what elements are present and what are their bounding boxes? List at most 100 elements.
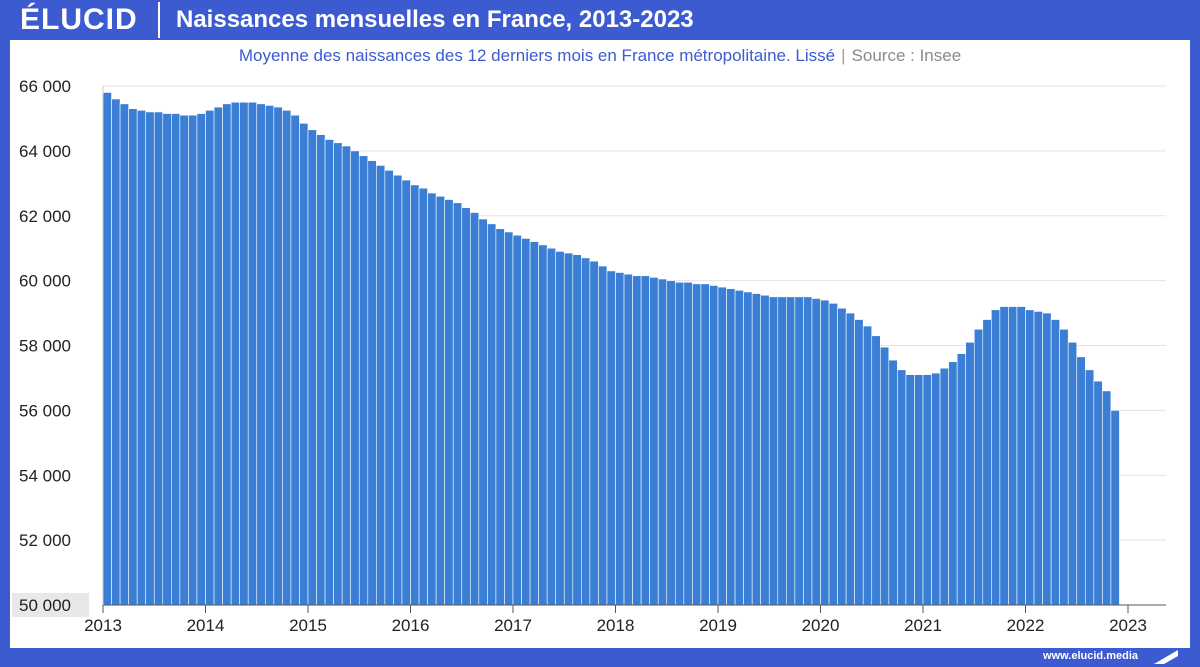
bar xyxy=(102,92,112,606)
bar xyxy=(820,299,830,606)
bar xyxy=(444,199,454,606)
bar xyxy=(1084,369,1095,606)
bar xyxy=(504,231,514,606)
bar xyxy=(222,103,232,606)
bar xyxy=(1102,390,1112,606)
y-tick-label: 50 000 xyxy=(19,596,71,615)
bar xyxy=(777,296,787,606)
bar xyxy=(615,272,625,606)
bar xyxy=(230,101,240,606)
y-tick-label: 60 000 xyxy=(19,272,71,291)
bar xyxy=(956,353,967,606)
bar xyxy=(529,241,539,606)
bar xyxy=(538,244,548,606)
bar xyxy=(1067,341,1078,606)
bar xyxy=(350,150,360,606)
bar xyxy=(623,273,633,606)
chart-subtitle: Moyenne des naissances des 12 derniers m… xyxy=(0,46,1200,66)
bar xyxy=(171,113,181,606)
bar xyxy=(1110,410,1120,606)
bar xyxy=(700,283,710,606)
bar xyxy=(136,110,147,606)
subtitle-text: Moyenne des naissances des 12 derniers m… xyxy=(238,46,836,65)
y-tick-highlight xyxy=(12,593,89,617)
y-tick-label: 66 000 xyxy=(19,77,71,96)
bar xyxy=(162,113,172,606)
bar xyxy=(239,101,249,606)
bar xyxy=(299,123,309,606)
x-tick-label: 2018 xyxy=(597,616,635,635)
bar xyxy=(1008,306,1018,606)
bar xyxy=(1050,319,1060,606)
bar xyxy=(264,105,275,606)
bar xyxy=(794,296,804,606)
bar xyxy=(1016,306,1026,606)
bar xyxy=(709,285,719,606)
bar xyxy=(1093,380,1103,606)
bar xyxy=(307,129,317,606)
bar xyxy=(145,111,155,606)
bar xyxy=(367,160,377,606)
bar xyxy=(598,265,608,606)
y-tick-label: 58 000 xyxy=(19,337,71,356)
bar xyxy=(879,346,890,606)
footer-url[interactable]: www.elucid.media xyxy=(1043,650,1138,662)
bar xyxy=(760,294,770,606)
bar xyxy=(734,290,744,606)
bar xyxy=(991,309,1001,606)
bar xyxy=(726,288,736,606)
bar xyxy=(948,361,958,606)
y-tick-label: 62 000 xyxy=(19,207,71,226)
bar xyxy=(418,187,428,606)
bar xyxy=(811,298,821,606)
bar xyxy=(461,207,471,606)
bar xyxy=(546,247,557,606)
bar xyxy=(973,328,984,606)
y-tick-label: 64 000 xyxy=(19,142,71,161)
bar xyxy=(931,372,941,606)
x-tick-label: 2019 xyxy=(699,616,737,635)
bar xyxy=(196,113,206,606)
bar xyxy=(768,296,779,606)
flag-icon xyxy=(1154,650,1178,664)
bar xyxy=(640,275,650,606)
bar xyxy=(316,134,326,606)
bar xyxy=(854,319,864,606)
bar xyxy=(555,251,565,606)
y-tick-label: 52 000 xyxy=(19,531,71,550)
bar xyxy=(119,103,129,606)
bar xyxy=(657,278,668,606)
bar xyxy=(1059,328,1069,606)
bar xyxy=(188,114,198,606)
bar xyxy=(128,108,138,606)
subtitle-separator: | xyxy=(841,46,846,65)
bar xyxy=(828,303,838,606)
bar xyxy=(384,170,394,606)
chart-title: Naissances mensuelles en France, 2013-20… xyxy=(176,6,694,33)
bar xyxy=(256,103,266,606)
bar xyxy=(469,212,480,606)
bar xyxy=(452,202,463,606)
bar xyxy=(888,359,898,606)
x-tick-label: 2017 xyxy=(494,616,532,635)
x-tick-label: 2020 xyxy=(802,616,840,635)
bar xyxy=(862,325,873,606)
bar xyxy=(521,238,531,606)
source-label: Source : Insee xyxy=(851,46,962,65)
x-tick-label: 2014 xyxy=(187,616,225,635)
bar xyxy=(358,155,369,606)
bar xyxy=(743,291,753,606)
bar xyxy=(649,277,659,606)
bar xyxy=(581,257,591,606)
x-tick-label: 2016 xyxy=(392,616,430,635)
bar xyxy=(982,319,992,606)
bar xyxy=(487,223,497,606)
y-tick-label: 54 000 xyxy=(19,466,71,485)
x-tick-label: 2021 xyxy=(904,616,942,635)
header-bar: ÉLUCID Naissances mensuelles en France, … xyxy=(0,0,1200,40)
bar xyxy=(837,307,847,606)
elucid-logo[interactable]: ÉLUCID xyxy=(20,3,138,36)
x-tick-label: 2015 xyxy=(289,616,327,635)
bar xyxy=(606,270,616,606)
